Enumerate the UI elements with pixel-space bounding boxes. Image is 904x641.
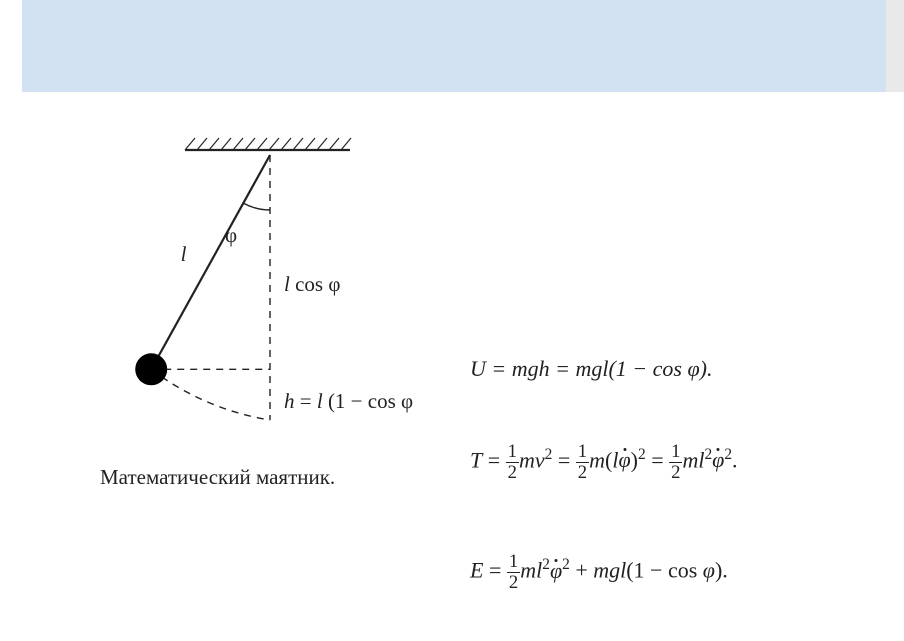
fraction-half: 1 2 [507,552,520,592]
label-l-cos-phi: l cos φ [284,272,340,297]
pendulum-diagram: l φ l cos φ h = l (1 − cos φ [70,120,430,520]
sym-phi-dot: φ [550,560,562,582]
sym-phi-dot: φ [618,449,630,471]
sym-U: U [470,356,486,381]
label-height: h = l (1 − cos φ [284,389,413,414]
equation-total-energy: E = 1 2 ml2φ2 + mgl(1 − cos φ). [470,552,890,592]
sym-T: T [470,447,482,472]
label-angle-phi: φ [225,223,237,248]
eq-U-rhs: = mgh = mgl(1 − cos φ). [486,356,713,381]
fraction-half: 1 2 [576,442,589,482]
fraction-half: 1 2 [669,442,682,482]
equation-column: U = mgh = mgl(1 − cos φ). T = 1 2 mv2 = … [470,358,890,593]
label-rod-length: l [181,242,187,267]
header-band [22,0,886,92]
equation-potential-energy: U = mgh = mgl(1 − cos φ). [470,358,890,380]
header-band-shadow [886,0,904,92]
sym-phi-dot: φ [712,449,724,471]
equation-kinetic-energy: T = 1 2 mv2 = 1 2 m(lφ)2 = 1 2 ml2φ2. [470,442,890,482]
fraction-half: 1 2 [506,442,519,482]
sym-E: E [470,558,483,583]
diagram-caption: Математический маятник. [100,465,335,490]
pendulum-svg [70,120,430,520]
